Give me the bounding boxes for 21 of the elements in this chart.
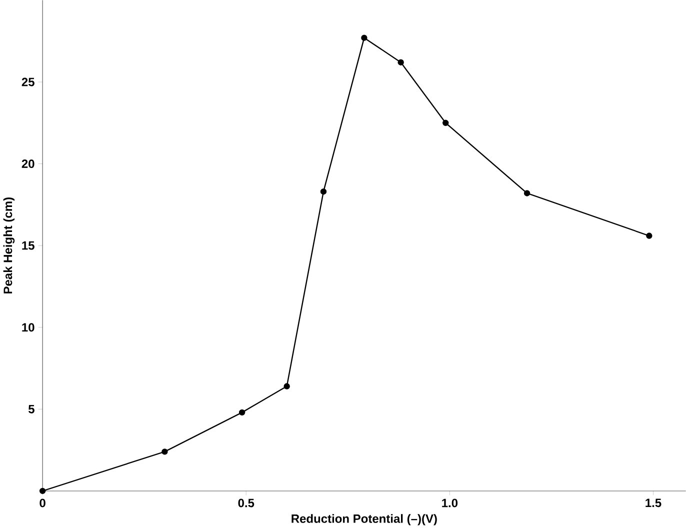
point: [162, 448, 168, 455]
point: [238, 410, 246, 416]
x-axis-title: Reduction Potential (–)(V): [292, 514, 437, 526]
point: [361, 34, 368, 42]
x-tick-label: 1.5: [646, 498, 662, 508]
y-axis-title: Peak Height (cm): [3, 198, 15, 294]
point: [646, 232, 652, 240]
y-tick-label: 20: [22, 160, 34, 168]
point: [284, 383, 290, 390]
point: [442, 120, 449, 126]
point: [320, 188, 327, 195]
y-tick-label: 15: [22, 242, 34, 250]
point: [524, 190, 530, 197]
x-tick-label: 0: [40, 498, 46, 508]
y-tick-label: 10: [22, 323, 34, 332]
x-tick-label: 1.0: [442, 498, 458, 508]
x-tick-label: 0.5: [238, 498, 254, 508]
y-tick-label: 5: [28, 405, 34, 414]
point: [39, 488, 46, 494]
point: [398, 59, 404, 66]
y-tick-label: 25: [22, 78, 34, 86]
